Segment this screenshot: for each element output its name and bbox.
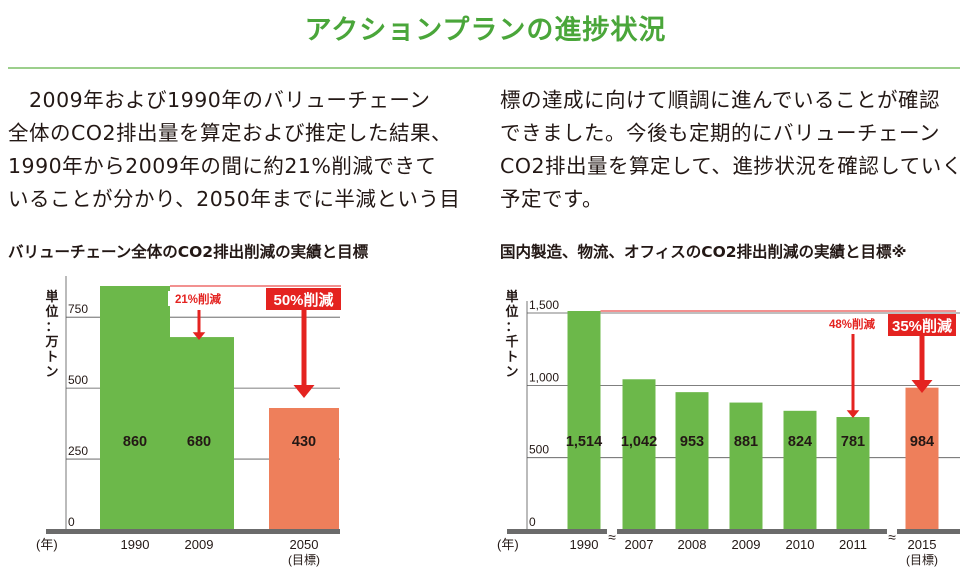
chart2-year-label: 2009 bbox=[732, 537, 761, 552]
unit-char: 万 bbox=[45, 335, 59, 350]
chart2-unit-label: 単位：千トン bbox=[504, 290, 520, 380]
chart2-value-label: 824 bbox=[788, 434, 812, 450]
chart2-bar-2010 bbox=[783, 410, 817, 530]
body-right-line-1: 標の達成に向けて順調に進んでいることが確認 bbox=[500, 88, 940, 112]
chart2-value-label: 984 bbox=[910, 434, 934, 450]
chart1-year-label: 2009 bbox=[185, 537, 214, 552]
chart1-baseline bbox=[46, 529, 340, 534]
chart2-value-label: 781 bbox=[841, 434, 865, 450]
chart2-ytick-label: 500 bbox=[529, 443, 549, 457]
chart2-ytick-label: 1,500 bbox=[529, 298, 559, 312]
chart2-year-label: 1990 bbox=[570, 537, 599, 552]
body-right-line-4: 予定です。 bbox=[500, 187, 603, 211]
chart1-unit-label: 単位：万トン bbox=[44, 290, 60, 380]
chart2-year-note: (目標) bbox=[906, 553, 938, 567]
chart2-annotation-label: 48%削減 bbox=[829, 317, 876, 331]
chart1-bar-2050 bbox=[269, 408, 339, 530]
unit-char: 位 bbox=[45, 305, 59, 320]
chart2-year-label: 2008 bbox=[678, 537, 707, 552]
body-left-line-2: 全体のCO2排出量を算定および推定した結果、 bbox=[8, 121, 452, 145]
body-left-line-4: いることが分かり、2050年までに半減という目 bbox=[8, 187, 461, 211]
unit-char: 単 bbox=[45, 290, 59, 305]
unit-char: ン bbox=[505, 365, 519, 380]
chart2-value-label: 1,042 bbox=[621, 434, 657, 450]
chart2-ytick-label: 1,000 bbox=[529, 370, 559, 384]
chart1-value-label: 680 bbox=[187, 434, 211, 450]
chart2-year-label: 2015 bbox=[908, 537, 937, 552]
unit-char: ン bbox=[45, 365, 59, 380]
chart2-bar-2009 bbox=[729, 402, 763, 530]
chart1-ytick-label: 500 bbox=[68, 373, 88, 387]
body-right-line-3: CO2排出量を算定して、進捗状況を確認していく bbox=[500, 154, 963, 178]
chart2-annotation-arrow-large-head bbox=[911, 380, 933, 393]
chart1-ytick-label: 250 bbox=[68, 444, 88, 458]
chart2-annotation-arrow-small-head bbox=[846, 410, 860, 418]
body-right-line-2: できました。今後も定期的にバリューチェーン bbox=[500, 121, 940, 145]
chart1-bar-2009 bbox=[164, 337, 234, 530]
chart1-ytick-label: 0 bbox=[68, 515, 75, 529]
chart2-axis-break-mark: ≈ bbox=[608, 529, 616, 545]
chart2-annotation-box bbox=[888, 314, 956, 336]
chart2-year-label: 2010 bbox=[786, 537, 815, 552]
unit-char: ： bbox=[505, 320, 519, 335]
chart2-annotation-boxed-label: 35%削減 bbox=[892, 317, 952, 335]
chart1-year-label: 2050 bbox=[290, 537, 319, 552]
title-divider bbox=[8, 67, 960, 69]
chart1-year-note: (目標) bbox=[288, 553, 320, 567]
chart2-axis-break-gap bbox=[607, 527, 617, 536]
body-text-right: 標の達成に向けて順調に進んでいることが確認 できました。今後も定期的にバリューチェ… bbox=[500, 84, 963, 216]
unit-char: 位 bbox=[505, 305, 519, 320]
body-left-line-1: 2009年および1990年のバリューチェーン bbox=[8, 88, 431, 112]
chart1-annotation-arrow-large-head bbox=[293, 385, 315, 398]
chart1-x-axis-label: (年) bbox=[36, 537, 58, 552]
chart2-year-label: 2011 bbox=[839, 537, 867, 552]
chart1-annotation-arrow-small-head bbox=[192, 332, 206, 340]
chart2-annotation-bg bbox=[822, 316, 882, 331]
chart1-title: バリューチェーン全体のCO2排出削減の実績と目標 bbox=[8, 243, 369, 261]
chart1-value-label: 860 bbox=[123, 434, 147, 450]
chart2-baseline bbox=[507, 529, 960, 534]
chart1-annotation-box bbox=[266, 288, 341, 310]
chart2-bar-2015 bbox=[905, 387, 939, 530]
chart2-value-label: 953 bbox=[680, 434, 704, 450]
chart2-ytick-label: 0 bbox=[529, 515, 536, 529]
chart2-axis-break-gap bbox=[887, 527, 897, 536]
unit-char: ト bbox=[505, 350, 519, 365]
chart1-ytick-label: 750 bbox=[68, 302, 88, 316]
chart2-title: 国内製造、物流、オフィスのCO2排出削減の実績と目標※ bbox=[500, 243, 907, 261]
body-text-left: 2009年および1990年のバリューチェーン 全体のCO2排出量を算定および推定し… bbox=[8, 84, 478, 216]
chart2-value-label: 881 bbox=[734, 434, 758, 450]
body-left-line-3: 1990年から2009年の間に約21%削減できて bbox=[8, 154, 437, 178]
chart2-value-label: 1,514 bbox=[566, 434, 602, 450]
page-title: アクションプランの進捗状況 bbox=[304, 15, 667, 46]
chart1-value-label: 430 bbox=[292, 434, 316, 450]
chart2-bar-2011 bbox=[836, 417, 870, 530]
unit-char: ： bbox=[45, 320, 59, 335]
unit-char: ト bbox=[45, 350, 59, 365]
chart1-annotation-boxed-label: 50%削減 bbox=[273, 291, 333, 309]
unit-char: 千 bbox=[505, 335, 519, 350]
chart1-year-label: 1990 bbox=[121, 537, 150, 552]
chart1-annotation-label: 21%削減 bbox=[175, 292, 222, 306]
chart2-axis-break-mark: ≈ bbox=[888, 529, 896, 545]
unit-char: 単 bbox=[505, 290, 519, 305]
chart2-bar-1990 bbox=[567, 311, 601, 530]
chart1-bar-1990 bbox=[100, 286, 170, 530]
chart2-bar-2007 bbox=[622, 379, 656, 530]
chart2-bar-2008 bbox=[675, 392, 709, 530]
chart2-year-label: 2007 bbox=[625, 537, 654, 552]
chart1-annotation-bg bbox=[168, 291, 228, 306]
chart2-x-axis-label: (年) bbox=[497, 537, 519, 552]
